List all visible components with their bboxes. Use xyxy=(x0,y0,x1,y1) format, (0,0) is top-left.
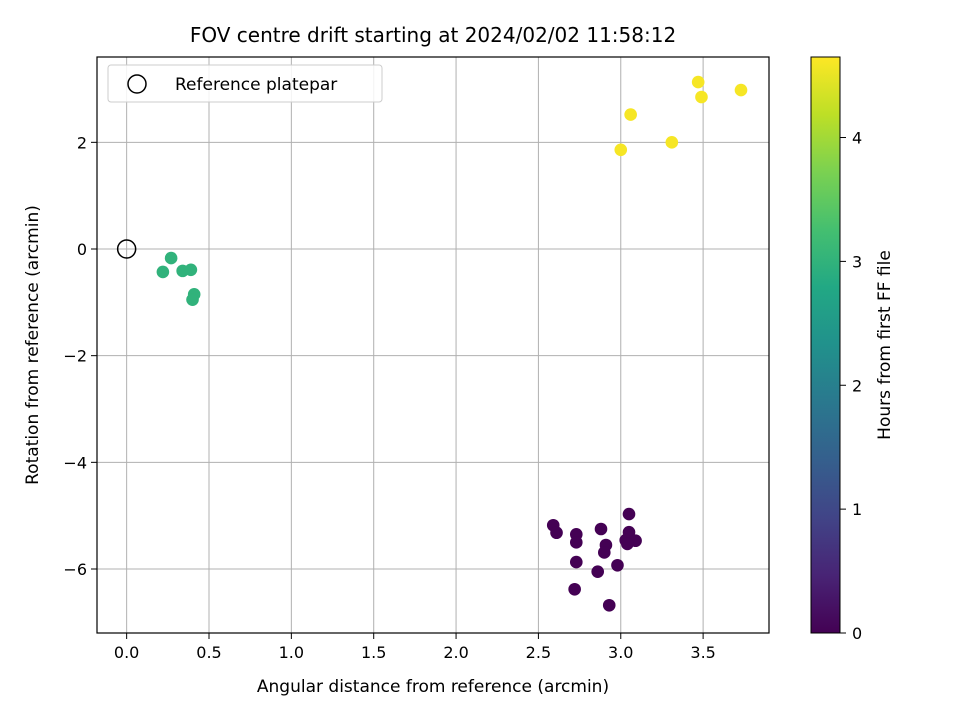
scatter-point xyxy=(568,582,581,596)
colorbar-label: Hours from first FF file xyxy=(875,250,895,440)
scatter-point xyxy=(569,555,583,569)
scatter-point xyxy=(597,546,611,559)
legend-box xyxy=(107,64,383,103)
legend-reference-marker xyxy=(127,74,147,94)
reference-platepar-marker xyxy=(116,239,137,259)
colorbar-tick-label: 2 xyxy=(852,376,862,395)
scatter-point xyxy=(691,75,705,89)
scatter-point xyxy=(184,263,198,277)
x-axis: 0.0 0.5 1.0 1.5 2.0 2.5 3.0 3.5 xyxy=(114,633,716,662)
colorbar-tick-label: 4 xyxy=(852,129,862,148)
colorbar-tick-label: 0 xyxy=(852,624,862,643)
scatter-point xyxy=(622,507,636,521)
colorbar: 0 1 2 3 4 Hours from first FF file xyxy=(810,56,895,643)
x-tick-label: 3.0 xyxy=(608,643,633,662)
x-tick-label: 0.0 xyxy=(114,643,139,662)
scatter-point xyxy=(164,251,178,265)
scatter-point xyxy=(591,565,605,578)
x-tick-label: 3.5 xyxy=(690,643,715,662)
chart-title: FOV centre drift starting at 2024/02/02 … xyxy=(190,23,676,47)
y-tick-label: −2 xyxy=(63,347,87,366)
legend-label: Reference platepar xyxy=(175,75,337,95)
scatter-point xyxy=(569,536,583,549)
y-tick-label: 0 xyxy=(77,240,87,259)
y-axis: −6 −4 −2 0 2 xyxy=(63,133,97,579)
scatter-point xyxy=(695,90,708,104)
scatter-point xyxy=(665,136,679,149)
y-tick-label: 2 xyxy=(77,133,87,152)
scatter-point xyxy=(734,83,748,97)
x-tick-label: 1.0 xyxy=(279,643,304,662)
legend: Reference platepar xyxy=(107,64,383,103)
scatter-point xyxy=(550,526,563,540)
y-tick-label: −6 xyxy=(63,560,87,579)
colorbar-tick-label: 1 xyxy=(852,500,862,519)
x-tick-label: 0.5 xyxy=(196,643,221,662)
colorbar-tick-label: 3 xyxy=(852,252,862,271)
x-tick-label: 1.5 xyxy=(361,643,386,662)
scatter-point xyxy=(621,537,634,551)
data-points xyxy=(116,75,748,612)
scatter-point xyxy=(186,293,199,306)
y-axis-label: Rotation from reference (arcmin) xyxy=(23,205,43,485)
colorbar-gradient xyxy=(810,56,841,634)
scatter-point xyxy=(611,558,624,572)
scatter-point xyxy=(594,522,608,536)
x-tick-label: 2.5 xyxy=(526,643,551,662)
plot-frame xyxy=(96,56,770,634)
grid-lines xyxy=(97,57,769,633)
colorbar-ticks: 0 1 2 3 4 xyxy=(840,129,862,643)
x-tick-label: 2.0 xyxy=(443,643,468,662)
scatter-point xyxy=(156,265,170,279)
scatter-point xyxy=(614,143,628,157)
x-axis-label: Angular distance from reference (arcmin) xyxy=(257,677,609,697)
scatter-point xyxy=(624,108,637,121)
scatter-point xyxy=(602,598,616,612)
y-tick-label: −4 xyxy=(63,453,87,472)
